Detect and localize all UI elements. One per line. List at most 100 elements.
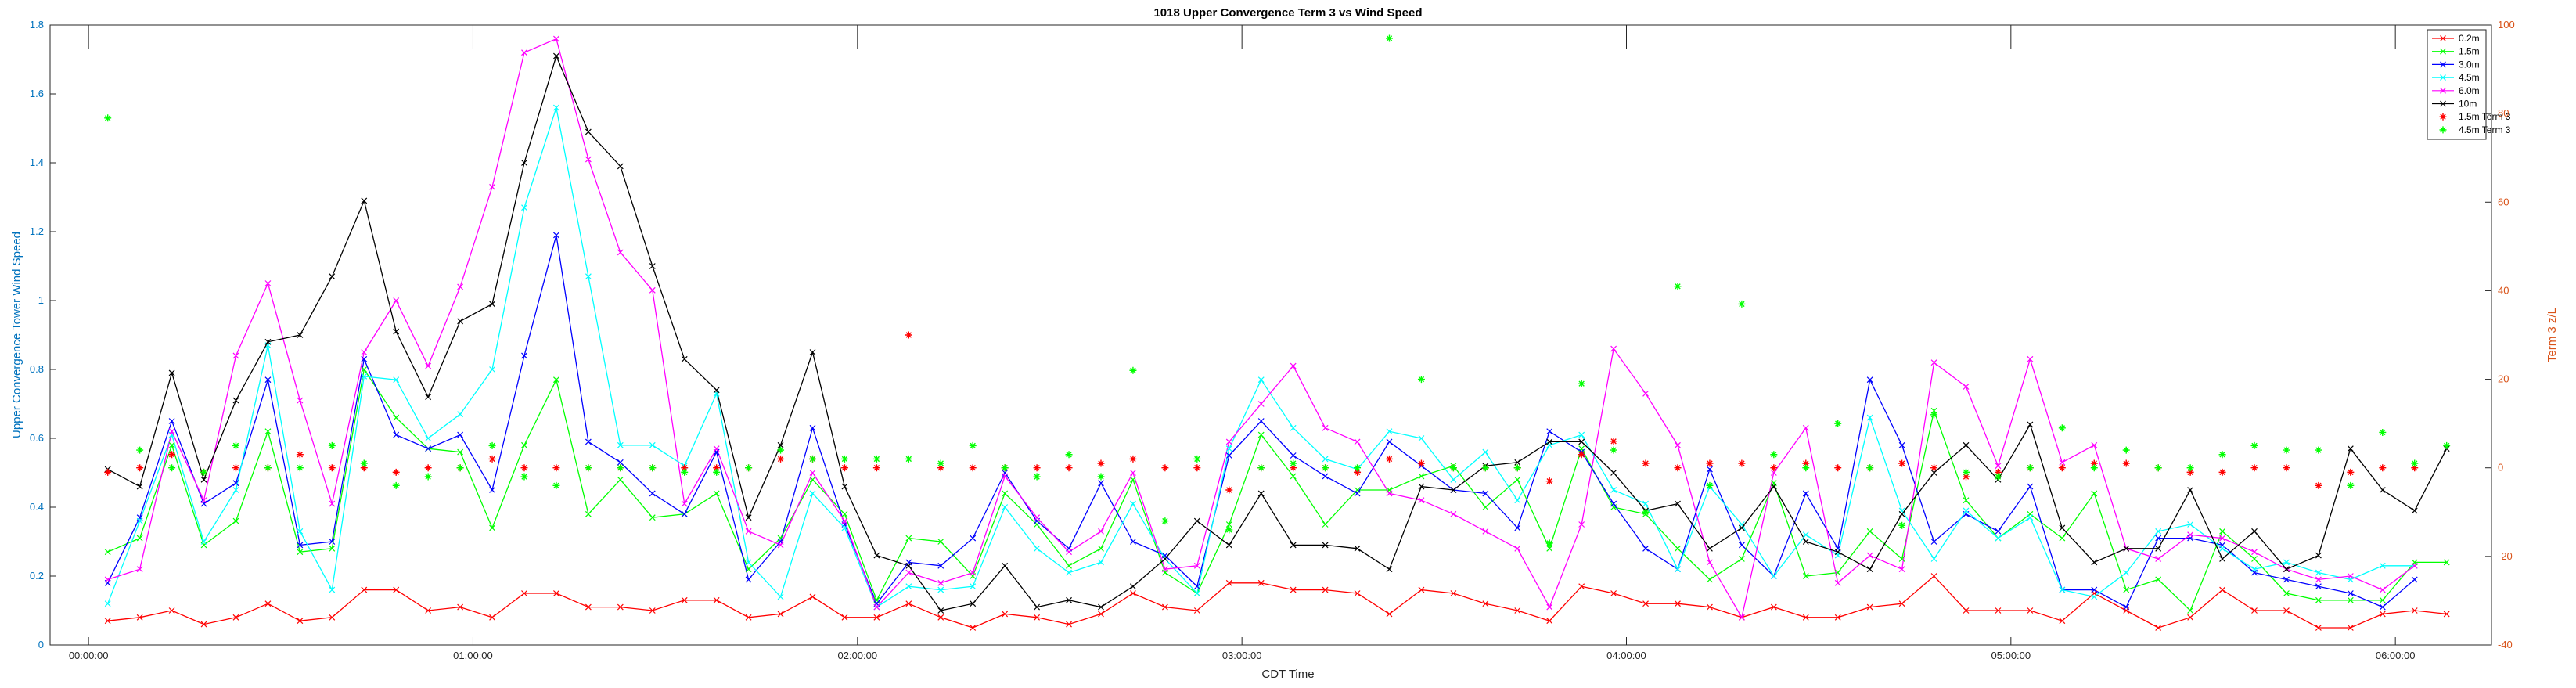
point-6-0m-44	[1514, 545, 1521, 552]
y2-tick-label-0: -40	[2498, 639, 2513, 650]
y-tick-label-9: 1.8	[30, 19, 44, 31]
point-6-0m-2	[168, 428, 175, 435]
point-6-0m-21	[777, 542, 784, 549]
point-10m-67	[2251, 528, 2258, 535]
point-4-5m-term-3-25	[905, 455, 912, 463]
legend-marker-3-0m	[2440, 61, 2446, 68]
series-line-1-5m	[107, 368, 2447, 612]
point-3-0m-36	[1257, 418, 1265, 424]
point-1-5m-43	[1482, 504, 1489, 510]
point-4-5m-term-3-70	[2347, 481, 2355, 489]
point-1-5m-36	[1257, 431, 1265, 438]
point-1-5m-49	[1675, 545, 1681, 552]
point-6-0m-18	[681, 500, 688, 507]
point-0-2m-71	[2379, 611, 2386, 618]
point-0-2m-46	[1578, 583, 1585, 590]
point-10m-20	[745, 514, 752, 521]
point-0-2m-39	[1354, 590, 1361, 596]
point-4-5m-61	[2059, 586, 2066, 593]
point-0-2m-27	[970, 625, 977, 631]
point-3-0m-4	[232, 480, 239, 487]
point-1-5m-term-3-12	[488, 455, 496, 463]
point-1-5m-term-3-9	[392, 468, 400, 476]
point-3-0m-20	[745, 576, 752, 583]
point-6-0m-22	[809, 470, 816, 476]
point-4-5m-3	[200, 539, 207, 545]
point-6-0m-12	[489, 183, 495, 190]
point-4-5m-64	[2155, 528, 2162, 535]
point-3-0m-68	[2283, 576, 2290, 583]
point-10m-55	[1866, 566, 1873, 573]
point-6-0m-62	[2091, 441, 2098, 448]
point-4-5m-27	[970, 583, 977, 590]
legend-marker-6-0m	[2440, 87, 2446, 94]
point-1-5m-58	[1963, 497, 1970, 504]
point-6-0m-4	[232, 352, 239, 359]
point-4-5m-term-3-51	[1738, 300, 1746, 308]
point-4-5m-44	[1514, 497, 1521, 504]
point-0-2m-61	[2059, 618, 2066, 625]
point-1-5m-19	[713, 490, 720, 497]
point-4-5m-term-3-4	[232, 441, 239, 449]
point-4-5m-55	[1866, 414, 1873, 421]
point-3-0m-47	[1610, 500, 1617, 507]
point-4-5m-12	[489, 366, 495, 373]
point-1-5m-term-3-24	[872, 464, 880, 472]
point-4-5m-term-3-40	[1386, 34, 1393, 42]
point-1-5m-53	[1802, 573, 1809, 579]
point-4-5m-47	[1610, 487, 1617, 493]
point-0-2m-56	[1898, 600, 1905, 607]
point-4-5m-term-3-61	[2058, 424, 2066, 432]
point-4-5m-term-3-52	[1770, 451, 1778, 459]
point-6-0m-19	[713, 445, 720, 452]
point-1-5m-1	[136, 535, 143, 542]
point-6-0m-45	[1546, 603, 1553, 611]
point-4-5m-term-3-7	[328, 441, 336, 449]
point-10m-56	[1898, 510, 1905, 517]
point-1-5m-term-3-69	[2315, 481, 2322, 489]
point-4-5m-term-3-9	[392, 481, 400, 489]
point-1-5m-45	[1546, 545, 1553, 552]
point-1-5m-term-3-31	[1097, 459, 1105, 467]
point-4-5m-term-3-6	[296, 464, 304, 472]
point-10m-13	[521, 160, 527, 166]
legend-marker-1-5m-term-3	[2439, 113, 2447, 121]
point-0-2m-73	[2443, 611, 2450, 618]
point-4-5m-term-3-26	[937, 459, 944, 467]
point-10m-34	[1193, 517, 1200, 524]
point-4-5m-57	[1930, 556, 1937, 562]
point-3-0m-62	[2091, 586, 2098, 593]
x-tick-label-6: 06:00:00	[2376, 650, 2416, 661]
point-1-5m-38	[1322, 521, 1329, 528]
point-3-0m-37	[1290, 452, 1297, 459]
point-1-5m-37	[1290, 473, 1297, 480]
point-4-5m-term-3-65	[2186, 464, 2194, 472]
legend-label-6-0m: 6.0m	[2459, 85, 2480, 96]
point-4-5m-32	[1130, 500, 1136, 507]
point-10m-47	[1610, 470, 1617, 476]
point-1-5m-term-3-53	[1802, 459, 1810, 467]
point-10m-51	[1738, 524, 1745, 531]
legend-marker-1-5m	[2440, 48, 2446, 55]
point-0-2m-41	[1418, 586, 1425, 593]
point-4-5m-63	[2123, 569, 2130, 576]
point-1-5m-term-3-41	[1417, 459, 1425, 467]
point-10m-63	[2123, 545, 2130, 552]
point-10m-22	[809, 349, 816, 355]
point-10m-26	[937, 607, 944, 614]
point-1-5m-term-3-26	[937, 464, 944, 472]
point-10m-66	[2219, 556, 2225, 562]
point-1-5m-term-3-32	[1129, 455, 1137, 463]
point-6-0m-25	[905, 569, 912, 576]
point-1-5m-term-3-51	[1738, 459, 1746, 467]
point-10m-27	[970, 600, 977, 607]
point-0-2m-57	[1930, 573, 1937, 579]
y-tick-label-5: 1	[38, 294, 44, 306]
point-10m-33	[1161, 556, 1168, 562]
point-4-5m-1	[136, 517, 143, 524]
point-1-5m-2	[168, 441, 175, 448]
point-4-5m-term-3-37	[1290, 459, 1297, 467]
y2-tick-label-3: 20	[2498, 373, 2509, 385]
point-4-5m-29	[1034, 545, 1041, 552]
point-4-5m-term-3-63	[2122, 446, 2130, 454]
